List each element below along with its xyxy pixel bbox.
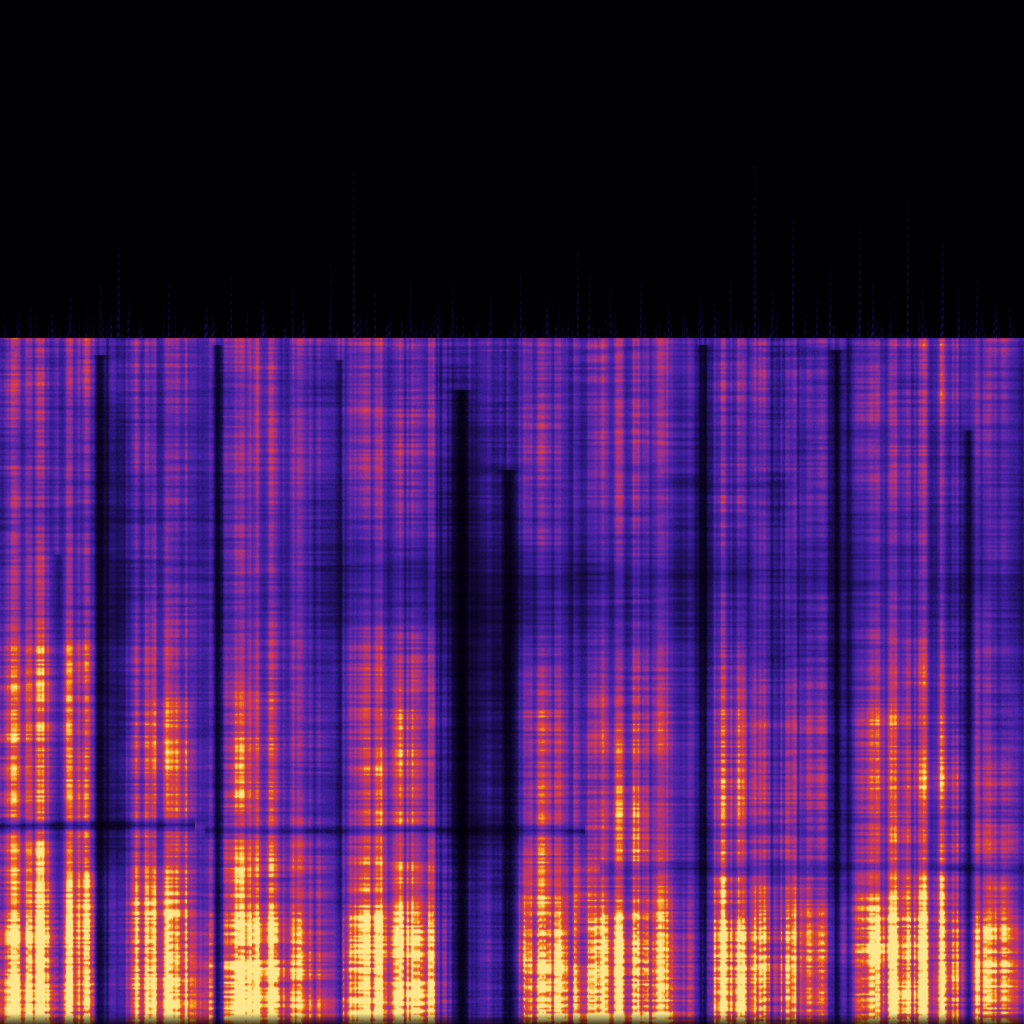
spectrogram-canvas [0,0,1024,1024]
spectrogram-figure [0,0,1024,1024]
